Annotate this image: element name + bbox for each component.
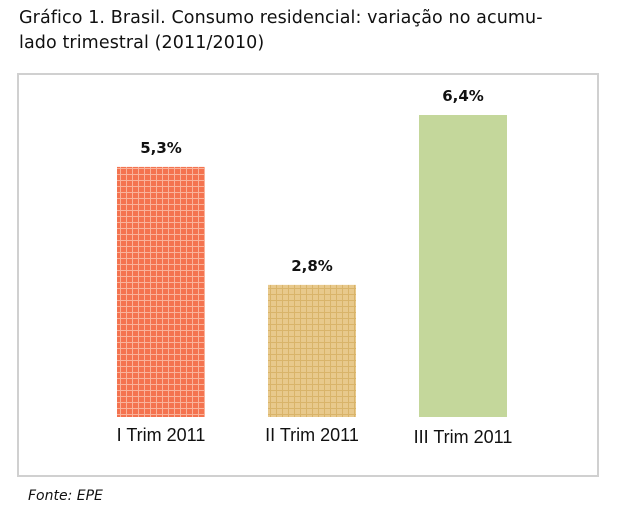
data-label-2: 2,8% bbox=[291, 257, 333, 275]
chart-title: Gráfico 1. Brasil. Consumo residencial: … bbox=[19, 6, 619, 56]
bar-3 bbox=[419, 115, 507, 417]
x-tick-label-2: II Trim 2011 bbox=[265, 425, 359, 445]
chart-title-line-2: lado trimestral (2011/2010) bbox=[19, 33, 265, 53]
data-labels-group: 5,3% 2,8% 6,4% bbox=[140, 87, 484, 275]
x-tick-label-1: I Trim 2011 bbox=[117, 425, 206, 445]
bars-group bbox=[117, 115, 507, 417]
x-tick-labels-group: I Trim 2011 II Trim 2011 III Trim 2011 bbox=[117, 425, 513, 447]
bar-1 bbox=[117, 166, 205, 417]
data-label-3: 6,4% bbox=[442, 87, 484, 105]
data-label-1: 5,3% bbox=[140, 139, 182, 157]
x-tick-label-3: III Trim 2011 bbox=[414, 427, 513, 447]
bar-2 bbox=[268, 284, 356, 417]
chart-title-line-1: Gráfico 1. Brasil. Consumo residencial: … bbox=[19, 8, 543, 28]
source-note: Fonte: EPE bbox=[28, 488, 103, 504]
